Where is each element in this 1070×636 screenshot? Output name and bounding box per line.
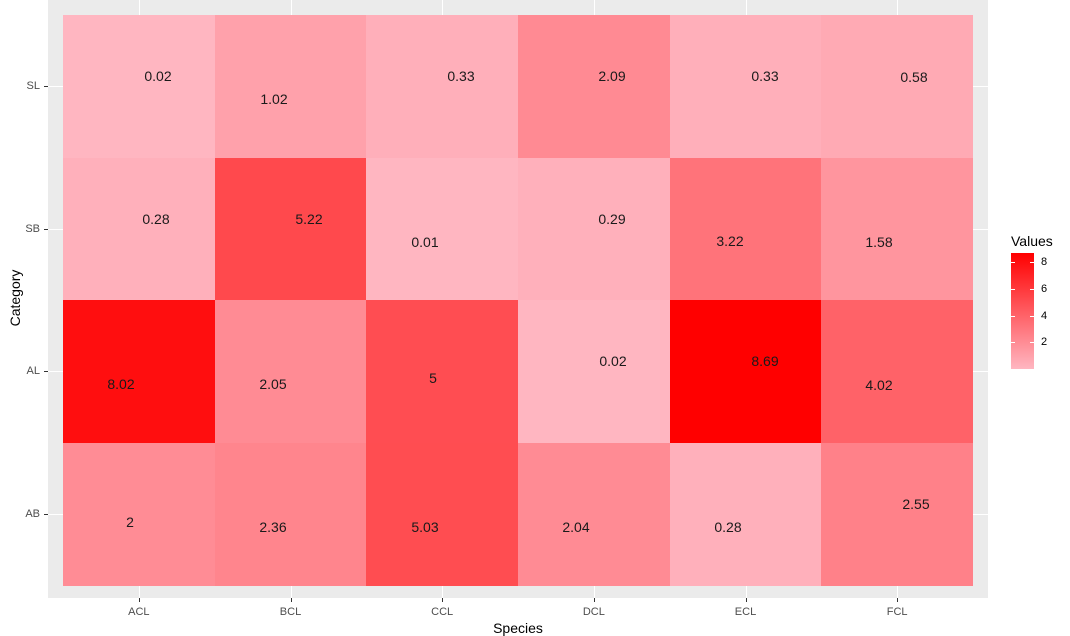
heatmap-tile	[821, 157, 974, 301]
legend-tick-mark	[1030, 316, 1034, 317]
heatmap-tile	[518, 442, 671, 586]
x-tick-mark	[594, 598, 595, 602]
heatmap-tile	[518, 15, 671, 158]
cell-value-label: 2.09	[598, 68, 626, 84]
cell-value-label: 2.55	[902, 496, 930, 512]
cell-value-label: 5.03	[411, 519, 439, 535]
x-tick-label: ACL	[128, 606, 150, 618]
heatmap-tile	[366, 442, 519, 586]
cell-value-label: 0.28	[714, 519, 742, 535]
heatmap-tile	[518, 300, 671, 443]
x-tick-mark	[442, 598, 443, 602]
heatmap-tile	[669, 15, 822, 158]
heatmap-tile	[669, 157, 822, 301]
heatmap-tile	[366, 157, 519, 301]
y-axis-title: Category	[7, 269, 23, 327]
heatmap-tile	[821, 442, 974, 586]
legend-title: Values	[1011, 233, 1053, 249]
heatmap-tile	[63, 15, 216, 158]
x-tick-mark	[291, 598, 292, 602]
cell-value-label: 8.69	[751, 353, 779, 369]
x-tick-mark	[746, 598, 747, 602]
heatmap-tile	[518, 157, 671, 301]
heatmap-tile	[214, 15, 367, 158]
cell-value-label: 1.02	[260, 91, 288, 107]
heatmap-tile	[669, 442, 822, 586]
y-tick-label: SB	[25, 222, 40, 235]
heatmap-tile	[669, 300, 822, 443]
cell-value-label: 4.02	[865, 377, 893, 393]
cell-value-label: 0.33	[751, 68, 779, 84]
legend-tick-mark	[1030, 289, 1034, 290]
x-tick-mark	[139, 598, 140, 602]
cell-value-label: 5	[429, 370, 437, 386]
x-tick-label: FCL	[886, 606, 908, 618]
cell-value-label: 1.58	[865, 234, 893, 250]
x-tick-label: ECL	[734, 606, 757, 618]
x-tick-label: DCL	[582, 606, 605, 618]
legend-tick-mark	[1011, 316, 1015, 317]
cell-value-label: 2	[126, 514, 134, 530]
heatmap-tile	[214, 442, 367, 586]
cell-value-label: 0.33	[447, 68, 475, 84]
legend-colorbar	[1011, 253, 1034, 369]
cell-value-label: 2.36	[259, 519, 287, 535]
heatmap-tile	[214, 157, 367, 301]
heatmap-tile	[366, 300, 519, 443]
cell-value-label: 5.22	[295, 211, 323, 227]
y-tick-mark	[44, 514, 48, 515]
cell-value-label: 3.22	[716, 233, 744, 249]
y-tick-label: SL	[26, 80, 40, 93]
cell-value-label: 0.02	[144, 68, 172, 84]
legend-tick-mark	[1011, 262, 1015, 263]
cell-value-label: 0.58	[900, 69, 928, 85]
x-tick-label: CCL	[431, 606, 454, 618]
x-tick-mark	[897, 598, 898, 602]
heatmap-tile	[214, 300, 367, 443]
heatmap-tile	[821, 15, 974, 158]
legend-tick-label: 2	[1041, 336, 1048, 349]
legend-tick-label: 8	[1041, 256, 1048, 269]
cell-value-label: 0.28	[142, 211, 170, 227]
legend-tick-mark	[1030, 262, 1034, 263]
heatmap-tile	[63, 442, 216, 586]
heatmap-tile	[366, 15, 519, 158]
cell-value-label: 2.04	[562, 519, 590, 535]
y-tick-label: AL	[26, 365, 40, 378]
y-tick-label: AB	[25, 507, 40, 520]
cell-value-label: 2.05	[259, 376, 287, 392]
legend-tick-label: 4	[1041, 309, 1048, 322]
x-axis-title: Species	[493, 620, 543, 636]
heatmap-tile	[63, 157, 216, 301]
x-tick-label: BCL	[279, 606, 302, 618]
legend-tick-mark	[1011, 342, 1015, 343]
cell-value-label: 0.29	[598, 211, 626, 227]
cell-value-label: 0.02	[599, 353, 627, 369]
legend-tick-mark	[1011, 289, 1015, 290]
cell-value-label: 0.01	[411, 234, 439, 250]
heatmap-tile	[821, 300, 974, 443]
legend-tick-label: 6	[1041, 282, 1048, 295]
y-tick-mark	[44, 371, 48, 372]
heatmap-tile	[63, 300, 216, 443]
y-tick-mark	[44, 229, 48, 230]
cell-value-label: 8.02	[107, 376, 135, 392]
y-tick-mark	[44, 86, 48, 87]
legend-tick-mark	[1030, 342, 1034, 343]
